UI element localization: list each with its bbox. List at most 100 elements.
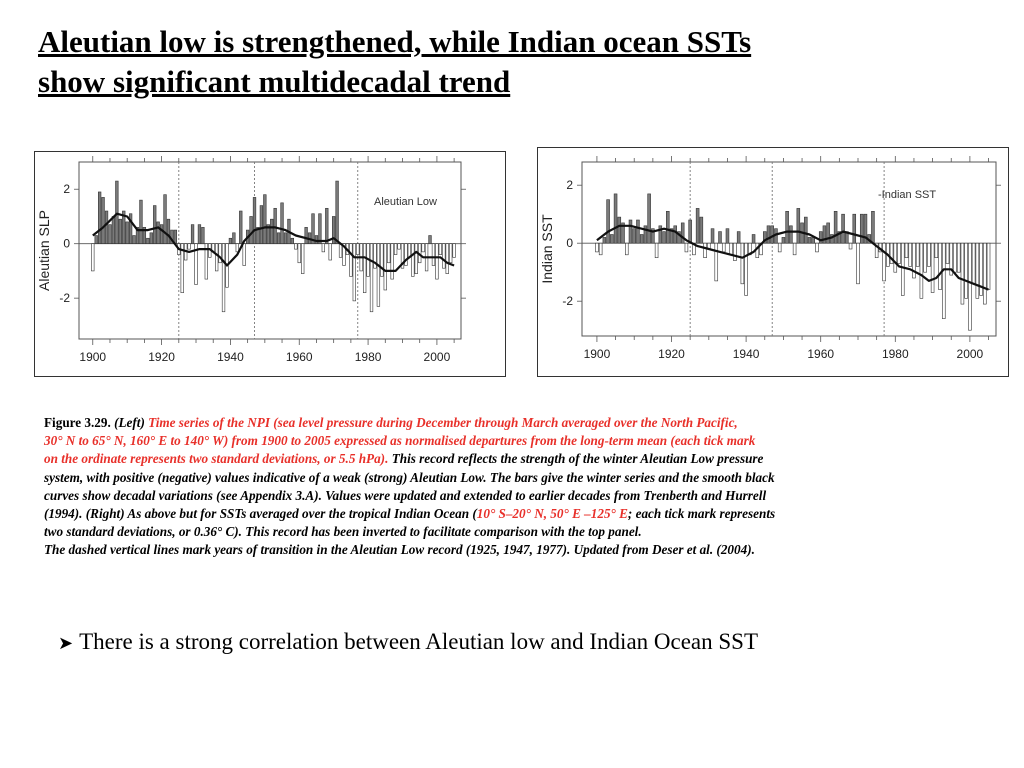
chart1-xtick-label-1940: 1940 [733, 347, 760, 361]
chart0-bar-2000 [435, 243, 439, 280]
chart0-bar-1975 [349, 243, 353, 277]
chart1-bar-1997 [956, 242, 961, 273]
caption-line-5: curves show decadal variations (see Appe… [44, 487, 767, 503]
chart1-bar-1981 [897, 242, 901, 264]
chart0-bar-1959 [294, 243, 298, 250]
chart0-bar-1931 [197, 224, 202, 244]
chart0-xtick-label-1940: 1940 [217, 350, 244, 364]
chart1-bar-1949 [777, 242, 782, 253]
chart0-bar-1913 [135, 227, 140, 244]
chart1-xtick-label-1980: 1980 [882, 347, 909, 361]
aleutian-slp-chart: 1900 1920 1940 1960 1980 2000 -2 0 2 Aleutian SLP… [34, 151, 506, 377]
chart0-bar-1996 [421, 243, 425, 253]
chart0-bar-1943 [239, 210, 243, 244]
bullet-text: There is a strong correlation between Al… [79, 629, 759, 654]
chart0-bar-1942 [235, 243, 239, 253]
chart1-bar-1951 [785, 210, 789, 244]
chart1-bar-1946 [766, 225, 771, 244]
chart1-bar-1942 [751, 234, 756, 244]
chart1-bar-1996 [953, 242, 957, 273]
chart1-bar-1991 [934, 242, 939, 258]
chart0-bar-1986 [387, 243, 391, 264]
chart1-bar-1968 [848, 242, 853, 250]
chart0-smooth-curve [92, 212, 455, 272]
chart0-bar-1982 [373, 243, 377, 269]
chart0-bar-1906 [111, 216, 116, 244]
chart1-bar-1977 [882, 242, 886, 282]
chart1-bar-1958 [811, 237, 815, 244]
chart1-xtick-label-2000: 2000 [957, 347, 984, 361]
caption-line-7: two standard deviations, or 0.36° C). Th… [44, 524, 642, 540]
chart0-bar-1922 [166, 218, 171, 244]
chart0-bar-1956 [283, 232, 288, 244]
chart1-bar-1975 [874, 242, 879, 258]
chart0-bar-1968 [325, 207, 329, 244]
chart0-bar-1994 [414, 243, 418, 274]
caption-line-6: (1994). (Right) As above but for SSTs av… [44, 505, 1019, 523]
chart1-bar-2000 [968, 242, 972, 331]
chart0-xtick-label-1920: 1920 [148, 350, 175, 364]
chart1-bar-1901 [598, 242, 603, 256]
chart1-legend: -Indian SST [878, 189, 936, 201]
caption-line-1: Figure 3.29. (Left) Time series of the N… [44, 414, 1019, 432]
chart1-bar-1935 [725, 228, 730, 244]
bullet-point: ➤ There is a strong correlation between A… [58, 629, 758, 655]
chart1-bar-1995 [949, 242, 953, 276]
chart1-bar-1911 [636, 219, 640, 244]
chart1-xtick-label-1960: 1960 [807, 347, 834, 361]
chart0-bar-1976 [352, 243, 356, 302]
chart0-bar-1911 [128, 213, 133, 244]
chart1-bar-1971 [859, 213, 864, 244]
chart0-ytick-label-0: 0 [63, 237, 70, 251]
chart0-bar-1944 [242, 243, 246, 266]
left-tag: (Left) [114, 415, 145, 430]
arrow-bullet-icon: ➤ [58, 633, 74, 654]
caption-line-4: system, with positive (negative) values … [44, 469, 775, 485]
indian-sst-chart: 1900 1920 1940 1960 1980 2000 -2 0 2 Indian SST -I… [537, 147, 1009, 377]
chart1-bar-1929 [703, 242, 707, 258]
chart1-bar-1921 [673, 225, 677, 244]
chart1-bar-1992 [938, 242, 942, 290]
chart0-bar-1999 [431, 243, 436, 266]
chart0-bar-1961 [301, 243, 305, 274]
chart0-bar-1955 [280, 202, 284, 244]
chart0-bar-1914 [139, 199, 143, 244]
chart0-bar-1947 [252, 197, 257, 244]
chart0-bar-1953 [273, 207, 277, 244]
chart1-ylabel: Indian SST [539, 214, 555, 284]
chart1-bar-1905 [613, 193, 618, 244]
chart0-bar-1918 [153, 205, 157, 244]
chart0-legend: Aleutian Low [374, 196, 437, 208]
chart1-bar-1985 [912, 242, 916, 279]
caption-line-6a: (1994). (Right) As above but for SSTs av… [44, 506, 477, 522]
chart0-bar-1984 [380, 243, 384, 277]
chart1-bar-1940 [744, 242, 748, 296]
figure-label: Figure 3.29. [44, 415, 111, 430]
chart1-bar-2005 [986, 242, 991, 290]
chart0-xtick-label-1900: 1900 [79, 350, 106, 364]
chart1-bar-1922 [677, 231, 681, 244]
chart0-bar-1915 [142, 227, 147, 244]
chart0-bar-2001 [438, 243, 442, 255]
chart1-bar-1959 [815, 242, 819, 253]
chart0-bar-1930 [194, 243, 198, 285]
chart1-bar-1969 [852, 213, 857, 244]
chart1-bar-1939 [740, 242, 745, 285]
chart1-bar-1924 [684, 242, 689, 253]
chart1-bar-1988 [923, 242, 927, 273]
chart0-bar-1919 [156, 221, 160, 244]
chart1-bar-1962 [826, 222, 830, 244]
chart1-bar-1923 [680, 222, 685, 244]
chart1-bar-1965 [837, 231, 842, 244]
chart0-bar-1949 [259, 205, 264, 244]
caption-line-6b: ; each tick mark represents [627, 506, 776, 522]
chart0-xtick-label-1980: 1980 [355, 350, 382, 364]
chart1-bar-2003 [979, 242, 983, 296]
chart1-bar-1931 [710, 228, 715, 244]
chart1-bar-1914 [647, 193, 651, 244]
chart1-bar-1937 [733, 242, 737, 261]
chart1-bar-1947 [770, 225, 774, 244]
chart0-bar-1920 [159, 224, 164, 244]
chart1-bar-1964 [833, 210, 838, 244]
chart1-bar-2004 [983, 242, 987, 305]
